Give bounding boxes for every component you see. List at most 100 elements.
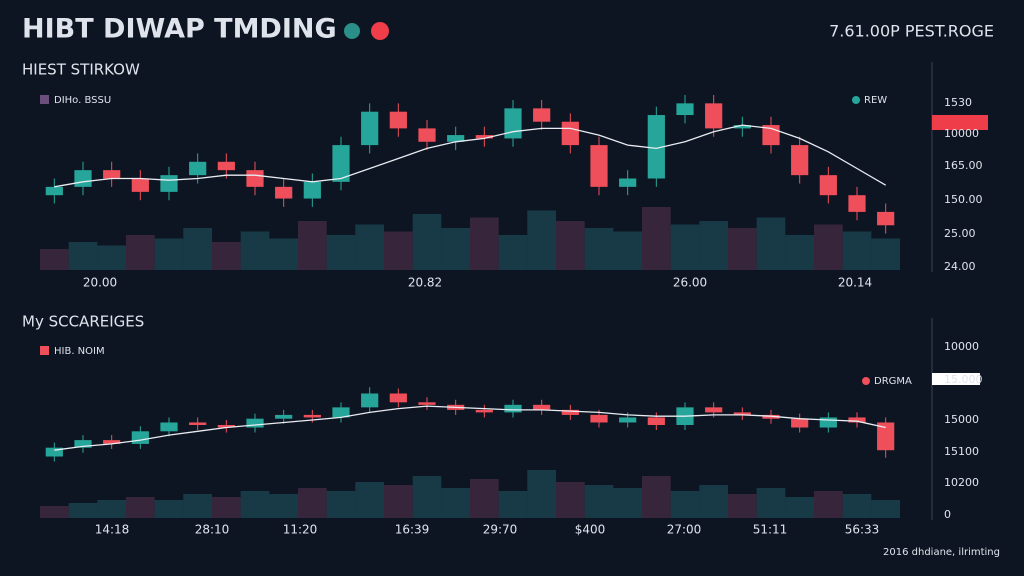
y-axis-label: 165.00 (944, 159, 983, 172)
candle-body (361, 111, 379, 146)
volume-bar (871, 500, 900, 518)
candle-body (848, 195, 866, 212)
price-badge (932, 115, 988, 130)
legend-swatch (40, 346, 49, 355)
x-axis-label: 20.00 (83, 276, 117, 290)
volume-bar (154, 500, 184, 518)
candle-body (819, 175, 837, 196)
x-axis-label: 29:70 (483, 523, 518, 537)
volume-bar (699, 221, 728, 270)
volume-bar (298, 221, 327, 270)
moving-average (54, 124, 887, 188)
volume-bar (355, 224, 384, 270)
candle-body (791, 418, 809, 428)
panel-title: HIEST STIRKOW (22, 61, 140, 79)
status-dot (344, 23, 360, 39)
candle-body (791, 145, 809, 176)
volume-bar (154, 238, 184, 270)
volume-bar (527, 210, 556, 270)
volume-bar (470, 217, 499, 270)
volume-bar (498, 235, 528, 270)
volume-bar (326, 491, 356, 518)
volume-bar (269, 238, 298, 270)
volume-bar (613, 488, 642, 518)
y-axis-label: 15100 (944, 445, 979, 458)
y-axis-label: 24.00 (944, 260, 976, 273)
volume-bar (584, 228, 614, 270)
candle-body (74, 440, 92, 448)
volume-bar (756, 488, 786, 518)
candle-body (619, 417, 637, 423)
status-dot (371, 22, 389, 40)
candle-body (131, 431, 149, 444)
header-info: 7.61.00P PEST.ROGE (829, 22, 994, 41)
legend-label: DIHo. BSSU (54, 95, 111, 106)
candle-body (246, 418, 264, 428)
volume-bar (527, 470, 556, 518)
legend-label: HIB. NOIM (54, 346, 105, 357)
x-axis-label: 56:33 (845, 523, 880, 537)
volume-bar (97, 245, 126, 270)
candle-body (418, 402, 436, 405)
volume-bar (68, 503, 98, 518)
volume-bar (183, 228, 212, 270)
x-axis-label: 20.82 (408, 276, 442, 290)
volume-bar (212, 497, 241, 518)
y-axis-label: 25.00 (944, 227, 976, 240)
candle-body (533, 108, 551, 122)
volume-bar (728, 228, 757, 270)
volume-bar (269, 494, 298, 518)
candle-body (246, 170, 264, 187)
y-axis-label: 15.000 (944, 373, 983, 386)
volume-bar (126, 235, 155, 270)
volume-bar (756, 217, 786, 270)
candle-body (160, 175, 178, 192)
volume-bar (240, 491, 270, 518)
volume-bar (642, 207, 671, 270)
y-axis-label: 10000 (944, 340, 979, 353)
candle-body (447, 135, 465, 142)
volume-bar (40, 249, 69, 270)
candle-body (361, 393, 379, 408)
candle-body (45, 447, 63, 457)
candle-body (131, 178, 149, 192)
candle-body (332, 145, 350, 182)
volume-bar (40, 506, 69, 518)
candle-body (389, 393, 407, 403)
candle-body (475, 135, 493, 139)
footer-text: 2016 dhdiane, ilrimting (883, 547, 1000, 558)
x-axis-label: 16:39 (395, 523, 430, 537)
candle-body (533, 404, 551, 410)
legend-swatch (852, 96, 860, 104)
candle-body (418, 128, 436, 142)
legend-label: REW (864, 95, 887, 106)
candle-body (647, 115, 665, 179)
candle-body (504, 404, 522, 413)
candle-body (389, 111, 407, 129)
volume-bar (814, 491, 843, 518)
candle-body (848, 417, 866, 423)
x-axis-label: 26.00 (673, 276, 707, 290)
volume-bar (384, 485, 413, 518)
y-axis-label: 1530 (944, 96, 972, 109)
x-axis-label: 51:11 (753, 523, 788, 537)
volume-bar (871, 238, 900, 270)
volume-bar (498, 491, 528, 518)
candle-body (733, 412, 751, 415)
candle-body (160, 422, 178, 432)
volume-bar (556, 221, 585, 270)
candle-body (561, 121, 579, 146)
candle-body (275, 414, 293, 419)
candle-body (877, 211, 895, 226)
volume-bar (412, 214, 442, 270)
candle-body (877, 422, 895, 451)
volume-bar (842, 494, 872, 518)
volume-bar (584, 485, 614, 518)
candle-body (705, 407, 723, 413)
candle-body (103, 170, 121, 179)
x-axis-label: 20.14 (838, 276, 872, 290)
price-badge (932, 373, 980, 385)
candle-body (561, 409, 579, 415)
